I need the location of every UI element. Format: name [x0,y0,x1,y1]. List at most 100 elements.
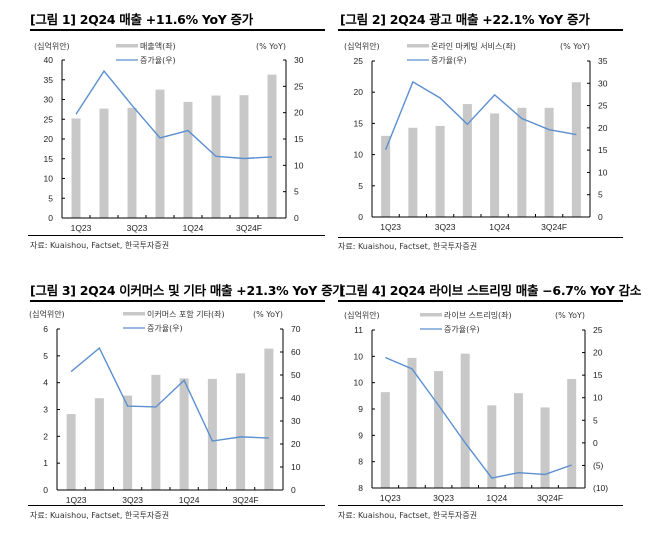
left-tick-label: 5 [43,351,48,361]
left-tick-label: 3 [43,405,48,415]
right-tick-label: 0 [291,485,296,495]
bar [207,378,217,490]
left-tick-label: 0 [48,213,53,223]
title-rule [338,29,623,31]
bar [513,393,523,488]
bar [540,407,550,488]
growth-line [384,80,577,150]
right-tick-label: 0 [593,438,598,448]
figure-title: [그림 1] 2Q24 매출 +11.6% YoY 증가 [30,12,253,27]
left-tick-label: 20 [44,134,54,144]
bar [66,414,76,490]
bar [99,108,109,218]
left-tick-label: 15 [354,118,364,128]
title-rule [338,300,623,302]
x-tick-label: 3Q24F [233,495,259,505]
bar [571,82,581,217]
legend-line-label: 증가율(우) [444,325,480,334]
left-tick-label: 8 [358,457,363,467]
legend-line-label: 증가율(우) [140,56,176,65]
right-tick-label: (5) [593,460,604,470]
right-tick-label: 5 [294,187,299,197]
bar [434,371,444,488]
footer-rule [338,505,623,506]
figure-title: [그림 2] 2Q24 광고 매출 +22.1% YoY 증가 [340,12,590,27]
left-tick-label: 9 [358,430,363,440]
figure-title: [그림 4] 2Q24 라이브 스트리밍 매출 −6.7% YoY 감소 [340,283,642,298]
right-tick-label: 5 [598,190,603,200]
bar [381,135,391,217]
left-tick-label: 10 [354,150,364,160]
bar [155,89,165,218]
bar [462,104,472,217]
left-tick-label: 10 [354,378,364,388]
x-tick-label: 3Q24F [236,223,262,233]
growth-line [385,356,572,479]
left-tick-label: 8 [358,483,363,493]
right-tick-label: 10 [598,167,608,177]
figure-title: [그림 3] 2Q24 이커머스 및 기타 매출 +21.3% YoY 증가 [30,283,344,298]
legend-bar-swatch [420,313,442,317]
right-unit-label: (% YoY) [256,42,286,51]
right-tick-label: 20 [294,108,304,118]
figure-2: [그림 2] 2Q24 광고 매출 +22.1% YoY 증가 0 5 10 15 20… [325,0,650,271]
x-tick-label: 3Q23 [122,495,143,505]
right-tick-label: 50 [291,370,301,380]
bar [267,74,277,219]
right-tick-label: 30 [598,78,608,88]
right-tick-label: 35 [598,56,608,66]
legend-line-label: 증가율(우) [431,56,467,65]
bar [239,95,249,218]
x-tick-label: 1Q23 [380,493,401,503]
legend-bar-label: 온라인 마케팅 서비스(좌) [431,41,516,51]
bar [123,395,133,490]
bar [183,101,193,218]
right-tick-label: 20 [598,123,608,133]
left-tick-label: 1 [43,458,48,468]
title-rule [30,29,325,31]
x-tick-label: 3Q24F [537,493,563,503]
right-tick-label: 0 [294,213,299,223]
right-tick-label: 10 [593,393,603,403]
bar [380,392,390,488]
x-tick-label: 1Q24 [179,495,200,505]
bar [407,357,417,488]
legend-bar-label: 이커머스 포함 기타(좌) [147,309,225,319]
bar [490,113,500,217]
bar [544,107,554,217]
x-tick-label: 3Q23 [435,222,456,232]
right-tick-label: 25 [598,101,608,111]
source-note: 자료: Kuaishou, Factset, 한국투자증권 [338,242,478,251]
chart-4: 8 8 9 9 10 10 11 (10) (5) 0 5 10 15 20 25 1Q23 3Q23 1Q24 3… [344,310,608,503]
right-tick-label: 10 [291,462,301,472]
left-unit-label: (십억위안) [344,310,380,320]
bar [567,378,577,488]
growth-line [75,69,273,160]
footer-rule [28,235,325,236]
x-tick-label: 3Q23 [433,493,454,503]
right-tick-label: 0 [598,212,603,222]
x-tick-label: 1Q24 [486,493,507,503]
x-tick-label: 1Q23 [66,495,87,505]
source-note: 자료: Kuaishou, Factset, 한국투자증권 [30,241,170,250]
left-tick-label: 30 [44,95,54,105]
left-tick-label: 4 [43,378,48,388]
right-tick-label: 30 [294,55,304,65]
chart-1: 0 5 10 15 20 25 30 35 40 0 5 10 15 20 25 30 1Q23 3Q23 1Q24… [34,41,304,233]
legend-bar-swatch [407,44,429,48]
left-tick-label: 9 [358,404,363,414]
right-tick-label: 20 [593,348,603,358]
right-tick-label: 5 [593,415,598,425]
legend-line-label: 증가율(우) [147,324,183,333]
right-tick-label: 10 [294,160,304,170]
legend-bar-swatch [123,312,145,316]
legend-bar-label: 매출액(좌) [140,41,176,51]
x-tick-label: 3Q23 [127,223,148,233]
left-tick-label: 11 [354,325,363,335]
left-tick-label: 2 [43,431,48,441]
bar [264,348,274,490]
left-tick-label: 40 [44,55,54,65]
bar [408,127,418,217]
bar [487,405,497,488]
bar [460,353,470,488]
